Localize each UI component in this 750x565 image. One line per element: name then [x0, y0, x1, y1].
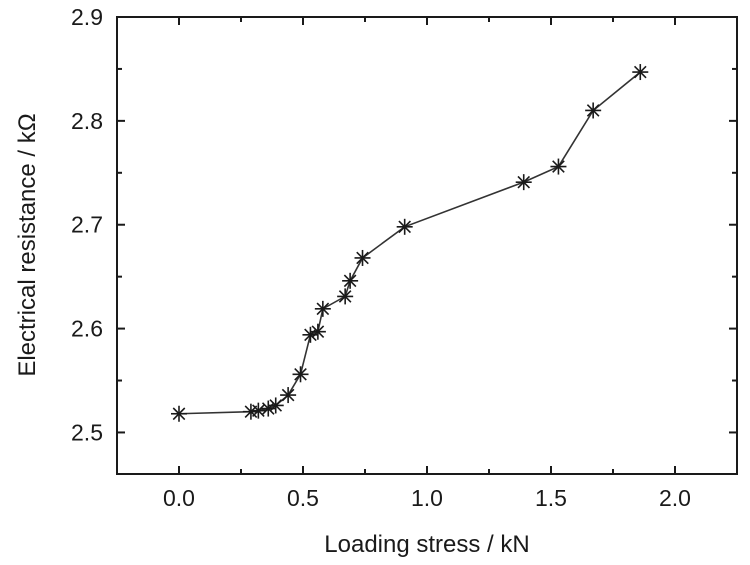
- data-point: [171, 405, 187, 422]
- data-point: [354, 249, 371, 266]
- series-line: [178, 71, 641, 415]
- data-point: [267, 397, 284, 414]
- data-point: [585, 102, 602, 119]
- data-point: [337, 288, 354, 305]
- y-axis-title: Electrical resistance / kΩ: [14, 113, 41, 376]
- asterisk-stroke: [398, 220, 412, 234]
- series-polyline: [178, 71, 641, 415]
- y-tick-label: 2.5: [71, 419, 103, 445]
- y-tick-label: 2.7: [71, 212, 103, 238]
- asterisk-stroke: [356, 251, 369, 265]
- asterisk-stroke: [633, 65, 647, 79]
- asterisk-stroke: [343, 274, 357, 288]
- tick-labels: 0.0 0.5 1.0 1.5 2.0 2.5 2.6 2.7 2.8 2.9: [71, 4, 691, 511]
- asterisk-stroke: [311, 325, 325, 339]
- asterisk-stroke: [338, 290, 352, 303]
- asterisk-stroke: [517, 175, 531, 189]
- x-axis-title: Loading stress / kN: [324, 531, 529, 558]
- x-tick-label: 1.0: [411, 485, 443, 511]
- x-tick-label: 2.0: [659, 485, 691, 511]
- x-tick-label: 0.0: [163, 485, 195, 511]
- asterisk-stroke: [269, 399, 283, 412]
- data-point: [550, 158, 567, 175]
- asterisk-stroke: [281, 388, 295, 402]
- y-tick-label: 2.8: [71, 108, 103, 134]
- asterisk-stroke: [316, 302, 330, 316]
- plot-frame: [116, 16, 738, 475]
- data-point: [632, 64, 649, 81]
- markers: [171, 64, 649, 422]
- data-point: [515, 174, 532, 191]
- data-point: [292, 366, 309, 383]
- y-tick-label: 2.9: [71, 4, 103, 30]
- y-tick-label: 2.6: [71, 316, 103, 342]
- asterisk-stroke: [172, 407, 186, 421]
- data-point: [314, 300, 331, 317]
- data-point: [309, 323, 326, 340]
- asterisk-stroke: [552, 160, 565, 173]
- data-point: [342, 272, 359, 289]
- asterisk-stroke: [294, 367, 307, 381]
- asterisk-stroke: [586, 104, 600, 117]
- data-point: [396, 218, 413, 235]
- ticks: [117, 16, 737, 474]
- x-tick-label: 0.5: [287, 485, 319, 511]
- data-point: [250, 402, 267, 419]
- data-point: [280, 387, 297, 404]
- x-tick-label: 1.5: [535, 485, 567, 511]
- asterisk-stroke: [252, 404, 265, 417]
